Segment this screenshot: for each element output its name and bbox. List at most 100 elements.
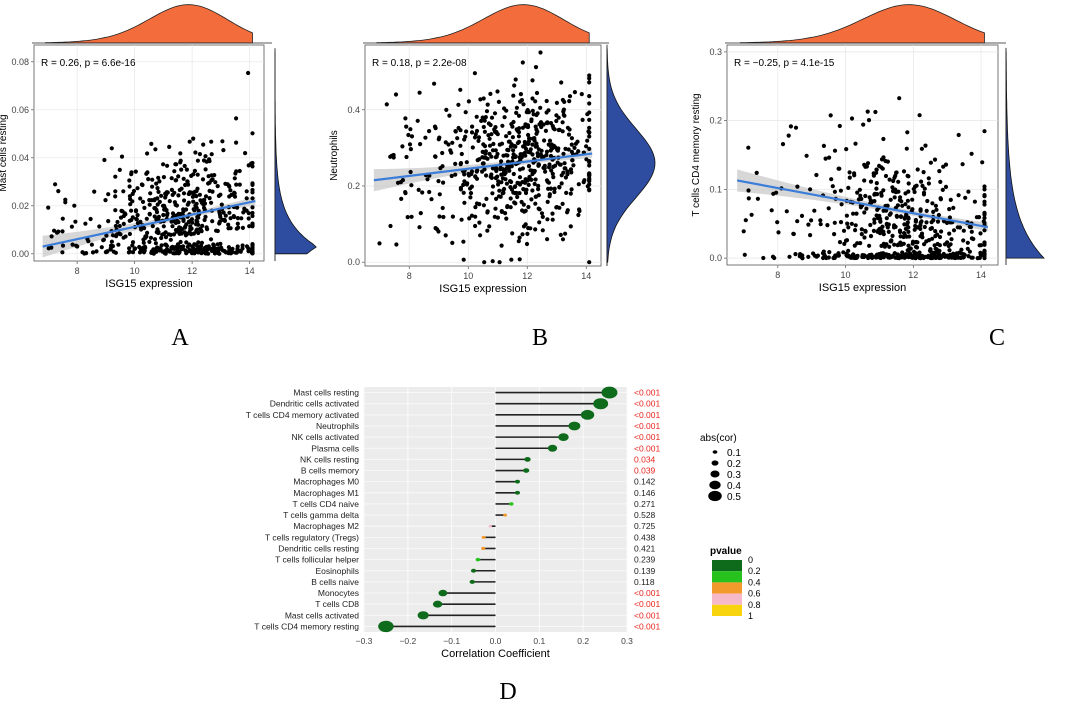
data-point <box>186 182 191 187</box>
size-legend-key <box>710 470 720 478</box>
data-point <box>851 211 856 216</box>
data-point <box>127 178 132 183</box>
data-point <box>526 182 531 187</box>
data-point <box>156 216 161 222</box>
color-legend-label: 0.2 <box>748 566 761 576</box>
row-label: Plasma cells <box>311 443 359 453</box>
data-point <box>560 201 565 206</box>
data-point <box>872 192 877 197</box>
data-point <box>526 132 531 138</box>
data-point <box>425 177 430 182</box>
data-point <box>587 76 592 81</box>
data-point <box>440 205 445 211</box>
data-point <box>409 134 415 139</box>
data-point <box>90 250 96 255</box>
data-point <box>63 197 68 202</box>
data-point <box>72 203 77 208</box>
data-point <box>235 244 240 249</box>
data-point <box>174 218 179 223</box>
data-point <box>535 151 540 156</box>
data-point <box>189 226 194 231</box>
data-point <box>203 194 209 199</box>
data-point <box>489 115 495 120</box>
x-tick-label: 0.3 <box>621 636 633 646</box>
data-point <box>517 257 522 262</box>
lollipop-point <box>558 433 569 442</box>
data-point <box>227 210 232 215</box>
data-point <box>130 243 135 248</box>
data-point <box>144 216 149 221</box>
data-point <box>250 196 255 201</box>
data-point <box>250 249 255 254</box>
data-point <box>874 255 879 260</box>
data-point <box>884 216 889 221</box>
data-point <box>883 173 889 179</box>
size-legend-key <box>709 480 721 490</box>
data-point <box>975 256 980 261</box>
data-point <box>187 242 192 247</box>
data-point <box>938 179 943 184</box>
data-point <box>167 199 172 204</box>
data-point <box>176 174 181 179</box>
data-point <box>898 214 904 219</box>
data-point <box>530 96 535 101</box>
data-point <box>559 181 564 186</box>
data-point <box>99 245 104 250</box>
data-point <box>786 133 791 138</box>
data-point <box>53 182 58 187</box>
data-point <box>887 177 892 182</box>
data-point <box>481 161 486 166</box>
data-point <box>400 178 405 183</box>
data-point <box>503 211 508 216</box>
data-point <box>170 192 175 197</box>
data-point <box>462 137 467 142</box>
data-point <box>877 163 882 168</box>
y-marginal-density <box>1005 51 1045 259</box>
data-point <box>461 182 466 187</box>
panel-b-scatter: 8 10 12 14 0.0 0.2 0.4 R = 0.18, p = 2.2e-08 ISG… <box>329 4 656 295</box>
data-point <box>241 210 246 215</box>
data-point <box>872 217 877 222</box>
data-point <box>127 184 132 189</box>
data-point <box>250 243 255 248</box>
data-point <box>498 194 503 199</box>
data-point <box>228 188 233 193</box>
data-point <box>138 196 143 201</box>
data-point <box>526 124 531 130</box>
row-label: T cells CD4 naive <box>293 499 360 509</box>
data-point <box>948 242 953 247</box>
data-point <box>511 119 516 125</box>
data-point <box>580 117 585 122</box>
data-point <box>115 219 120 225</box>
data-point <box>161 175 166 180</box>
data-point <box>232 214 237 220</box>
data-point <box>172 169 177 174</box>
row-label: NK cells resting <box>300 454 359 464</box>
data-point <box>437 214 442 219</box>
data-point <box>853 228 858 233</box>
data-point <box>515 140 521 146</box>
data-point <box>982 215 987 221</box>
data-point <box>919 179 924 184</box>
data-point <box>568 224 573 229</box>
data-point <box>881 255 886 260</box>
data-point <box>433 154 438 159</box>
data-point <box>513 77 518 82</box>
pvalue-label: <0.001 <box>634 443 661 453</box>
data-point <box>195 172 200 177</box>
data-point <box>791 231 796 237</box>
data-point <box>468 195 473 200</box>
data-point <box>799 213 805 218</box>
panel-label-a: A <box>171 325 189 351</box>
lollipop-point <box>514 479 521 484</box>
data-point <box>896 179 901 184</box>
data-point <box>243 151 248 156</box>
data-point <box>159 193 164 198</box>
data-point <box>467 216 472 221</box>
x-tick-label: 8 <box>775 270 780 280</box>
data-point <box>517 175 523 180</box>
data-point <box>155 227 160 232</box>
data-point <box>116 242 121 247</box>
data-point <box>514 127 519 132</box>
data-point <box>233 250 238 255</box>
